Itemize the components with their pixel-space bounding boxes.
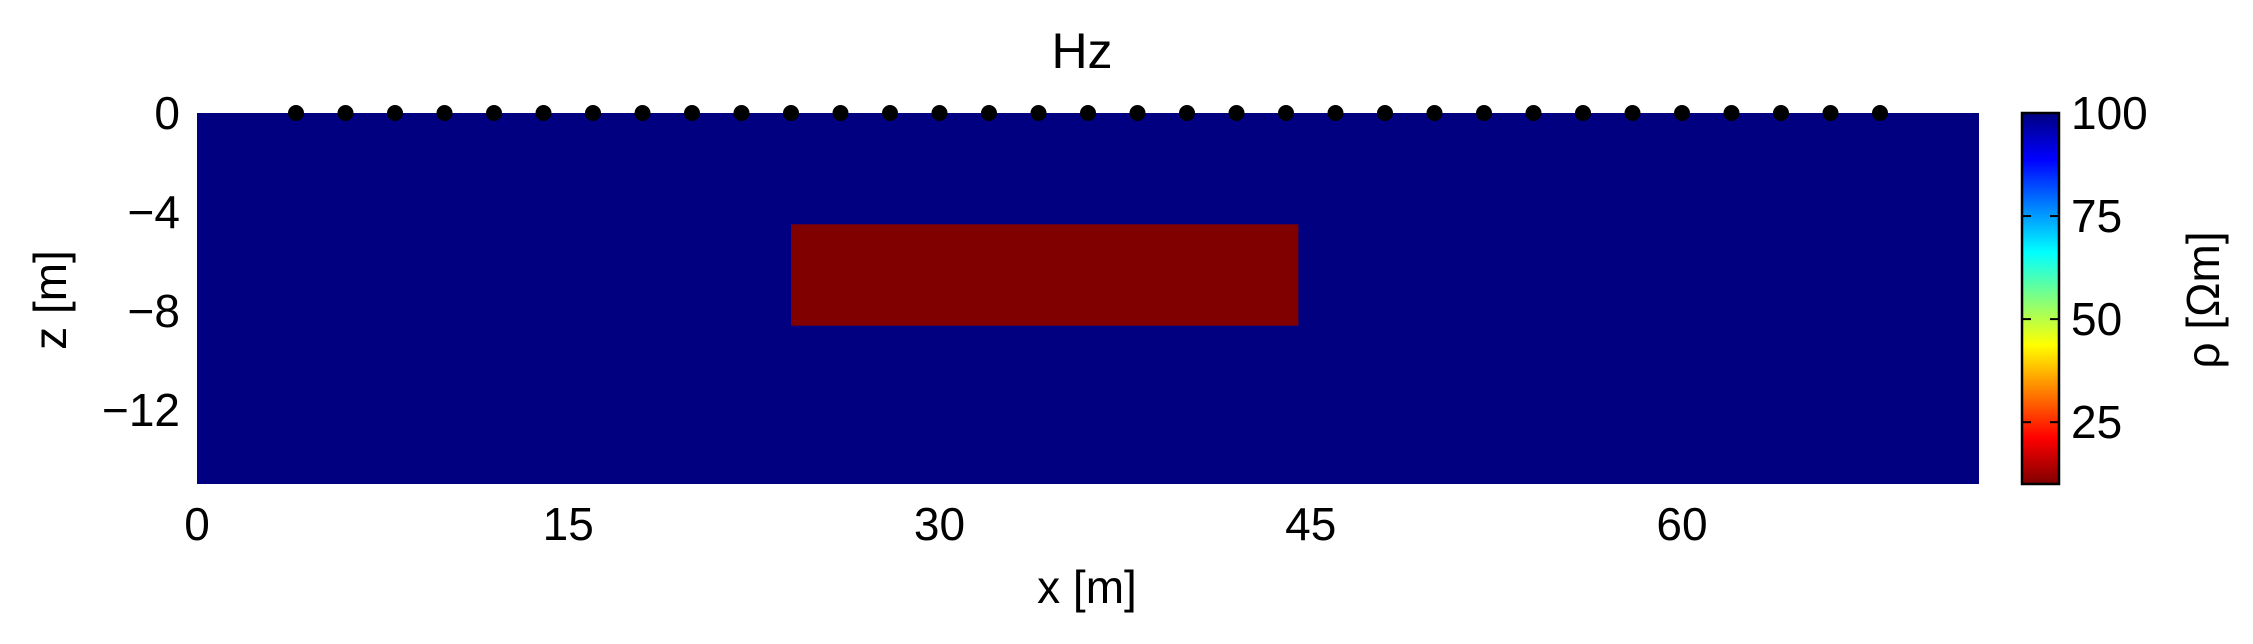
station-marker	[981, 105, 997, 121]
colorbar-ticks: 25 50 75 100	[2022, 87, 2148, 448]
station-marker	[1278, 105, 1294, 121]
station-marker	[1525, 105, 1542, 121]
conductive-block	[791, 224, 1299, 326]
station-marker	[1228, 105, 1245, 121]
plot-area	[197, 105, 1979, 484]
colorbar-tick-label: 75	[2071, 190, 2122, 242]
station-marker	[1624, 105, 1641, 121]
station-marker	[931, 105, 948, 121]
y-tick-label: −12	[102, 384, 180, 436]
x-axis-ticks: 0 15 30 45 60	[184, 498, 1707, 550]
station-marker	[1030, 105, 1047, 121]
station-markers	[288, 105, 1888, 121]
station-marker	[436, 105, 453, 121]
station-marker	[1080, 105, 1096, 121]
y-tick-label: 0	[154, 87, 180, 139]
station-marker	[1327, 105, 1344, 121]
colorbar: 25 50 75 100 ρ [Ωm]	[2020, 87, 2229, 486]
station-marker	[535, 105, 552, 121]
station-marker	[1476, 105, 1492, 121]
x-axis-label: x [m]	[1037, 561, 1137, 613]
station-marker	[733, 105, 750, 121]
x-tick-label: 45	[1285, 498, 1336, 550]
x-tick-label: 0	[184, 498, 210, 550]
station-marker	[882, 105, 898, 121]
x-tick-label: 15	[543, 498, 594, 550]
station-marker	[288, 105, 304, 121]
station-marker	[832, 105, 849, 121]
station-marker	[1377, 105, 1393, 121]
x-tick-label: 30	[914, 498, 965, 550]
station-marker	[1674, 105, 1690, 121]
colorbar-label: ρ [Ωm]	[2177, 231, 2229, 368]
station-marker	[1822, 105, 1839, 121]
station-marker	[387, 105, 403, 121]
colorbar-tick-label: 100	[2071, 87, 2148, 139]
station-marker	[684, 105, 700, 121]
y-tick-label: −4	[128, 186, 180, 238]
station-marker	[1773, 105, 1789, 121]
station-marker	[1872, 105, 1888, 121]
station-marker	[1723, 105, 1740, 121]
x-tick-label: 60	[1656, 498, 1707, 550]
y-axis-label: z [m]	[24, 250, 76, 350]
colorbar-gradient	[2020, 111, 2061, 486]
station-marker	[634, 105, 651, 121]
station-marker	[1179, 105, 1195, 121]
y-tick-label: −8	[128, 285, 180, 337]
station-marker	[337, 105, 354, 121]
colorbar-tick-label: 50	[2071, 293, 2122, 345]
station-marker	[585, 105, 601, 121]
station-marker	[1575, 105, 1591, 121]
station-marker	[1129, 105, 1146, 121]
y-axis-ticks: 0 −4 −8 −12	[102, 87, 180, 436]
station-marker	[783, 105, 799, 121]
station-marker	[486, 105, 502, 121]
colorbar-tick-label: 25	[2071, 396, 2122, 448]
station-marker	[1426, 105, 1443, 121]
chart-title: Hz	[1051, 23, 1112, 79]
